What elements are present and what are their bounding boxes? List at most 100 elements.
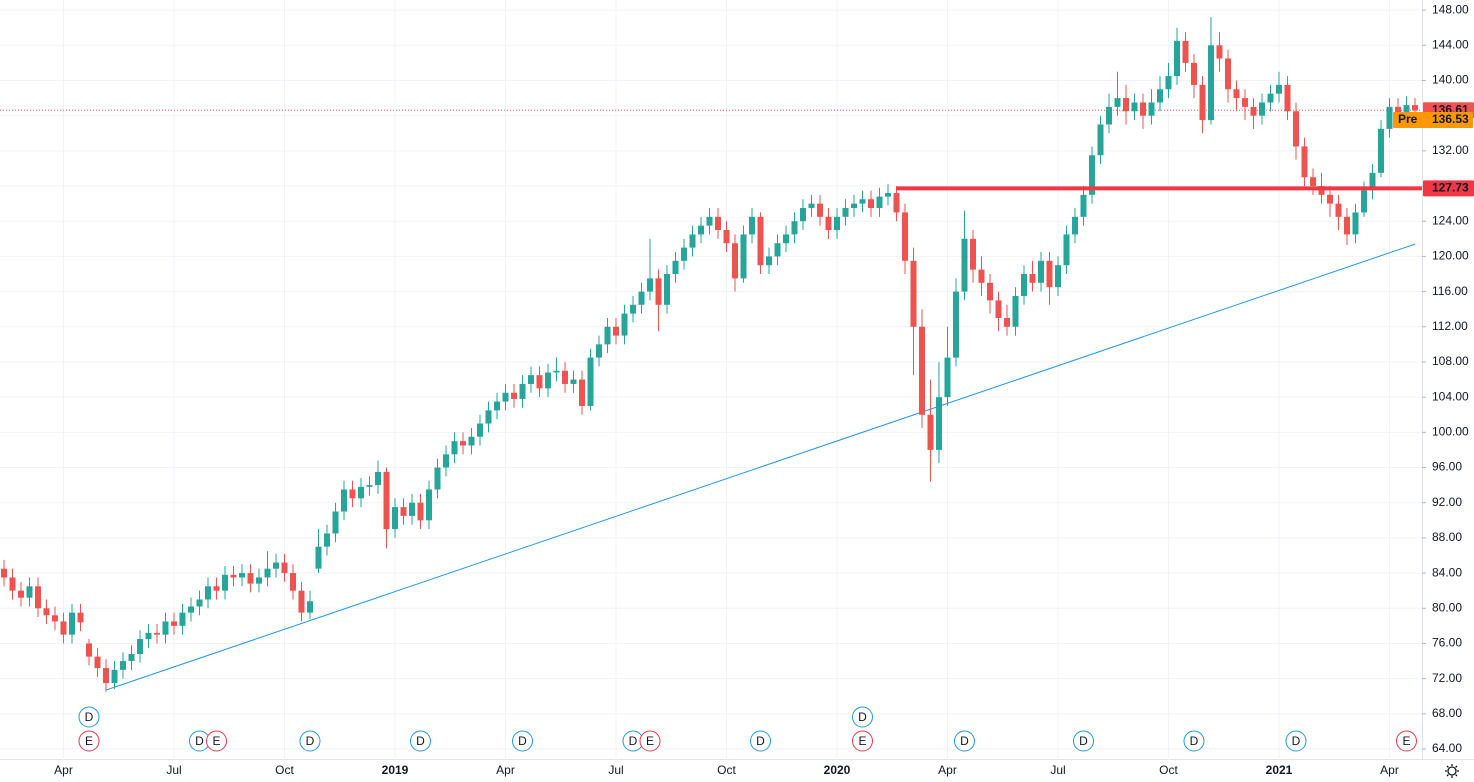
candle-body bbox=[621, 313, 628, 336]
candle-body bbox=[315, 546, 322, 569]
candle-body bbox=[927, 414, 934, 450]
x-tick-label: 2021 bbox=[1266, 763, 1293, 777]
candle-body bbox=[1335, 203, 1342, 217]
candle-body bbox=[545, 372, 551, 389]
premarket-box bbox=[1393, 112, 1473, 129]
event-marker[interactable]: D bbox=[954, 730, 975, 752]
event-marker[interactable]: D bbox=[299, 730, 321, 752]
event-label: D bbox=[1079, 734, 1088, 748]
candle-body bbox=[1378, 128, 1384, 173]
event-circle bbox=[1183, 730, 1205, 752]
candle-body bbox=[1403, 105, 1410, 116]
candle-body bbox=[1097, 124, 1104, 156]
candle-body bbox=[842, 208, 849, 217]
event-circle bbox=[852, 730, 873, 752]
candle-body bbox=[910, 260, 917, 327]
candle-body bbox=[995, 300, 1002, 318]
event-marker[interactable]: D bbox=[1073, 730, 1094, 752]
y-tick-label: 148.00 bbox=[1432, 2, 1469, 16]
event-circle bbox=[512, 730, 533, 752]
candle-body bbox=[1157, 89, 1163, 103]
candle-body bbox=[502, 392, 509, 402]
candle-body bbox=[536, 375, 543, 389]
candle-body bbox=[1395, 106, 1401, 116]
event-marker[interactable]: D bbox=[410, 730, 431, 752]
event-marker[interactable]: E bbox=[1396, 730, 1417, 752]
event-marker[interactable]: E bbox=[639, 730, 661, 752]
candle-body bbox=[349, 489, 356, 499]
level-label-box bbox=[1423, 180, 1474, 197]
candle-body bbox=[273, 562, 279, 569]
candle-body bbox=[358, 486, 364, 499]
candle-body bbox=[783, 234, 789, 244]
event-marker[interactable]: D bbox=[512, 730, 533, 752]
event-marker[interactable]: D bbox=[852, 706, 873, 728]
event-label: D bbox=[858, 710, 867, 724]
candle-body bbox=[1361, 190, 1367, 213]
event-marker[interactable]: D bbox=[1285, 730, 1307, 752]
candle-body bbox=[341, 489, 347, 512]
candle-body bbox=[290, 573, 296, 591]
candle-body bbox=[366, 485, 373, 487]
event-marker[interactable]: D bbox=[750, 730, 771, 752]
premarket-label: 136.53 bbox=[1432, 112, 1469, 126]
y-tick-label: 88.00 bbox=[1432, 530, 1462, 544]
candle-body bbox=[196, 599, 203, 607]
event-marker[interactable]: D bbox=[1183, 730, 1205, 752]
candle-body bbox=[1327, 194, 1333, 204]
candle-body bbox=[1386, 106, 1393, 129]
candle-body bbox=[417, 502, 424, 521]
candle-body bbox=[1046, 260, 1053, 288]
candle-body bbox=[69, 612, 75, 635]
candle-body bbox=[689, 234, 696, 248]
candle-body bbox=[757, 216, 764, 266]
grid bbox=[0, 0, 1422, 760]
candle-body bbox=[817, 203, 823, 217]
candle-body bbox=[613, 326, 619, 336]
event-label: D bbox=[85, 710, 94, 724]
candle-body bbox=[511, 392, 517, 399]
y-tick-label: 132.00 bbox=[1432, 143, 1469, 157]
candle-body bbox=[1352, 212, 1359, 235]
candle-body bbox=[851, 203, 857, 209]
y-tick-label: 72.00 bbox=[1432, 671, 1462, 685]
candle-body bbox=[961, 238, 968, 292]
candle-body bbox=[154, 632, 160, 635]
candle-body bbox=[528, 375, 534, 384]
candle-body bbox=[1412, 105, 1418, 111]
event-marker[interactable]: D bbox=[78, 706, 100, 728]
settings-icon[interactable] bbox=[1445, 764, 1459, 778]
event-circle bbox=[1396, 730, 1417, 752]
event-label: E bbox=[1402, 734, 1410, 748]
candle-body bbox=[264, 568, 271, 578]
candle-body bbox=[120, 661, 126, 670]
candle-body bbox=[375, 471, 381, 486]
candle-body bbox=[970, 238, 976, 270]
event-label: D bbox=[416, 734, 425, 748]
event-marker[interactable]: E bbox=[78, 730, 100, 752]
premarket-tag: Pre bbox=[1398, 112, 1418, 126]
candle-body bbox=[179, 612, 186, 626]
event-circle bbox=[750, 730, 771, 752]
candle-body bbox=[1038, 260, 1044, 283]
candle-body bbox=[434, 467, 441, 490]
y-tick-label: 68.00 bbox=[1432, 706, 1462, 720]
event-marker[interactable]: E bbox=[206, 730, 227, 752]
candle-body bbox=[1080, 194, 1087, 217]
y-tick-label: 100.00 bbox=[1432, 425, 1469, 439]
candle-body bbox=[477, 423, 483, 437]
y-tick-label: 84.00 bbox=[1432, 565, 1462, 579]
candle-body bbox=[128, 654, 135, 662]
candle-body bbox=[77, 612, 84, 623]
event-label: D bbox=[306, 734, 315, 748]
event-circle bbox=[852, 706, 873, 728]
candle-body bbox=[205, 586, 211, 600]
candle-body bbox=[596, 344, 602, 358]
candle-body bbox=[43, 608, 50, 616]
x-tick-label: Jul bbox=[166, 763, 181, 777]
candle-body bbox=[868, 199, 874, 209]
event-marker[interactable]: E bbox=[852, 730, 873, 752]
y-tick-label: 92.00 bbox=[1432, 495, 1462, 509]
candle-body bbox=[672, 260, 679, 275]
candle-body bbox=[885, 193, 891, 197]
